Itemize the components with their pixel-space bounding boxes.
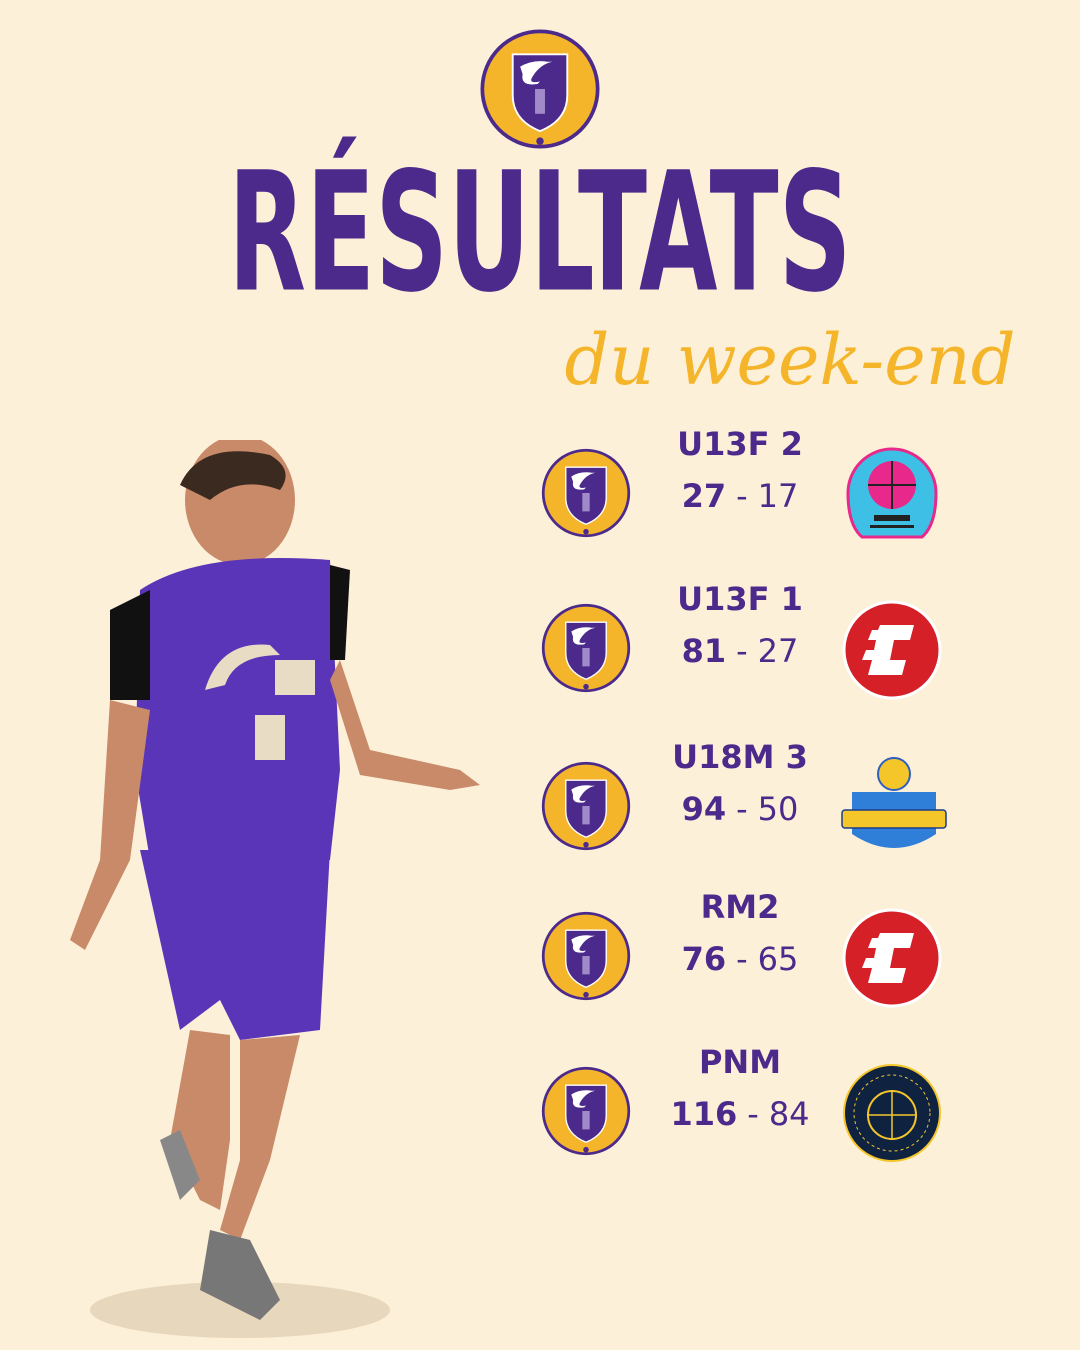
page-title: RÉSULTATS (228, 136, 852, 329)
home-team-logo (540, 602, 632, 694)
opponent-logo-red-c (842, 600, 942, 700)
score: 76-65 (650, 940, 830, 978)
score-separator: - (736, 632, 748, 670)
score: 94-50 (650, 790, 830, 828)
result-row: U18M 3 94-50 (520, 738, 980, 868)
opponent-logo-omm (846, 447, 938, 539)
opponent-logo-red-c (842, 908, 942, 1008)
page-title-container: RÉSULTATS (140, 150, 940, 315)
score-separator: - (736, 477, 748, 515)
result-row: U13F 1 81-27 (520, 580, 980, 710)
category-label: U18M 3 (672, 738, 808, 776)
home-team-logo (540, 910, 632, 1002)
home-team-logo (540, 1065, 632, 1157)
score: 27-17 (650, 477, 830, 515)
score-separator: - (747, 1095, 759, 1133)
result-row: PNM 116-84 (520, 1043, 980, 1173)
home-team-logo (540, 447, 632, 539)
home-score: 116 (670, 1095, 738, 1133)
result-row: U13F 2 27-17 (520, 425, 980, 555)
away-score: 50 (757, 790, 799, 828)
away-score: 17 (757, 477, 799, 515)
home-score: 81 (681, 632, 727, 670)
score: 81-27 (650, 632, 830, 670)
player-photo (70, 440, 480, 1338)
opponent-logo-so-coursan (841, 757, 947, 848)
score: 116-84 (650, 1095, 830, 1133)
away-score: 65 (757, 940, 799, 978)
page-subtitle: du week-end (564, 319, 1016, 401)
home-score: 27 (681, 477, 727, 515)
home-score: 94 (681, 790, 727, 828)
home-score: 76 (681, 940, 727, 978)
club-logo (478, 27, 602, 151)
score-separator: - (736, 790, 748, 828)
opponent-logo-lunel (843, 1064, 941, 1162)
category-label: U13F 2 (677, 425, 803, 463)
away-score: 84 (768, 1095, 810, 1133)
category-label: RM2 (700, 888, 780, 926)
home-team-logo (540, 760, 632, 852)
score-separator: - (736, 940, 748, 978)
category-label: U13F 1 (677, 580, 803, 618)
result-row: RM2 76-65 (520, 888, 980, 1018)
away-score: 27 (757, 632, 799, 670)
category-label: PNM (698, 1043, 782, 1081)
